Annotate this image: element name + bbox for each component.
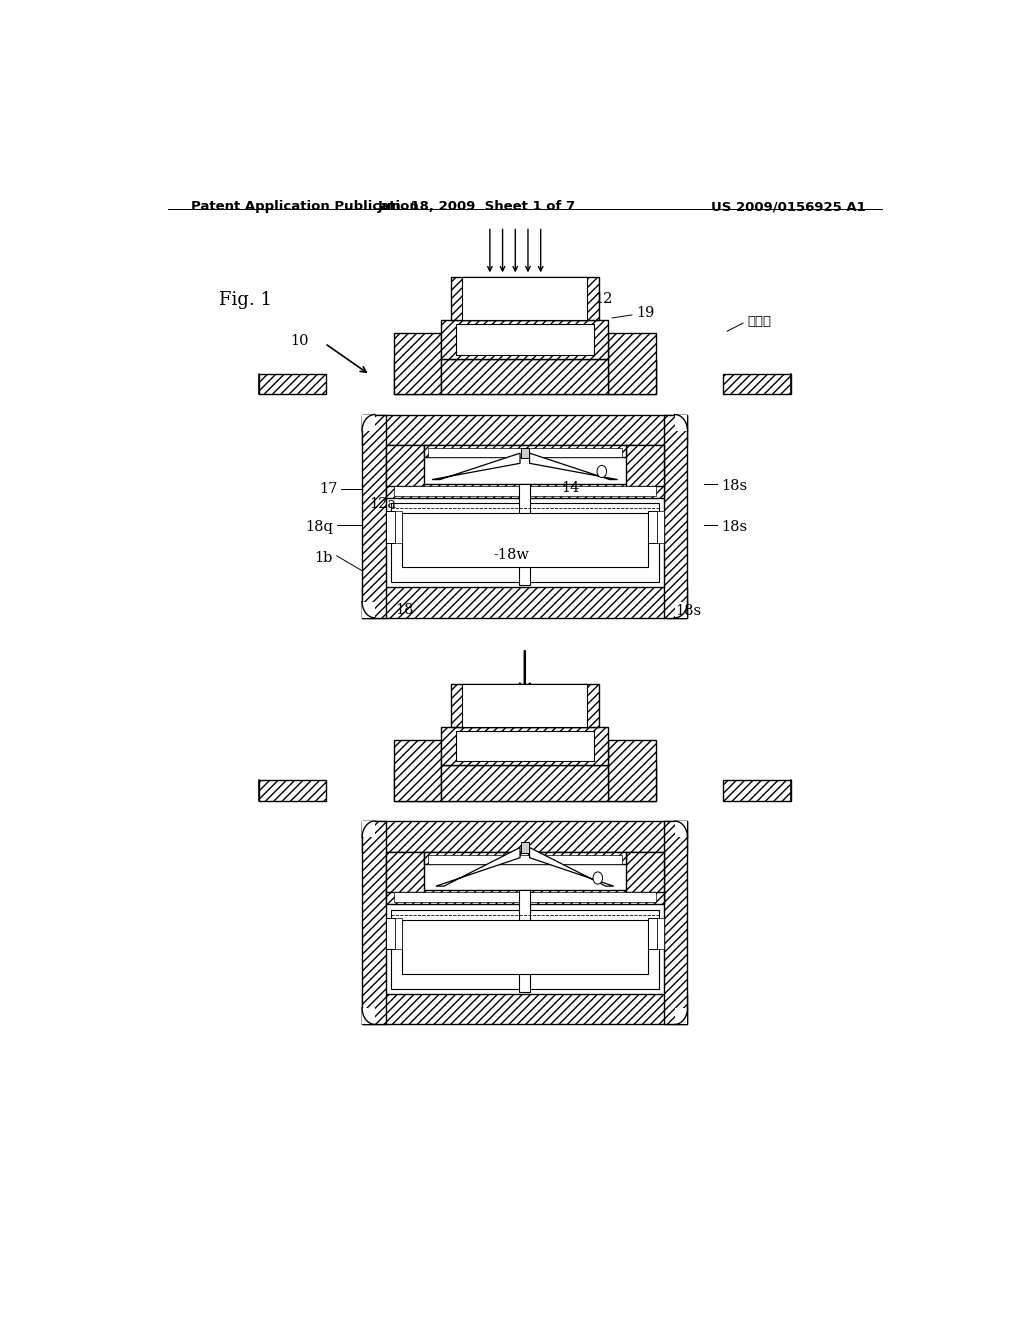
Bar <box>626 851 664 892</box>
Bar <box>675 602 687 618</box>
Text: 1b: 1b <box>314 550 333 565</box>
Text: 18s: 18s <box>722 479 748 492</box>
Bar <box>451 684 599 726</box>
Bar <box>723 374 791 395</box>
Bar <box>675 414 687 430</box>
Circle shape <box>593 873 602 884</box>
Bar <box>664 821 687 1024</box>
Bar <box>386 890 664 904</box>
Bar <box>648 917 657 949</box>
Text: 18s: 18s <box>676 603 701 618</box>
Bar <box>657 511 664 543</box>
Bar <box>521 447 528 458</box>
Bar <box>608 333 655 395</box>
Polygon shape <box>432 453 520 479</box>
Bar <box>441 726 608 766</box>
Bar <box>362 414 687 445</box>
Bar <box>401 513 648 568</box>
Bar <box>664 414 687 618</box>
Bar <box>362 414 386 618</box>
Bar <box>441 766 608 801</box>
Polygon shape <box>436 847 520 886</box>
Text: 헤드셋: 헤드셋 <box>748 314 771 327</box>
Bar <box>441 744 608 801</box>
Bar <box>626 445 664 486</box>
Text: -18w: -18w <box>494 548 529 562</box>
Bar <box>456 731 594 762</box>
Bar <box>608 739 655 801</box>
Bar <box>362 414 375 430</box>
Text: US 2009/0156925 A1: US 2009/0156925 A1 <box>712 201 866 213</box>
Bar <box>362 821 375 837</box>
Circle shape <box>597 466 606 478</box>
Bar <box>428 854 622 863</box>
Bar <box>519 890 530 991</box>
Bar <box>394 486 655 496</box>
Bar <box>362 994 687 1024</box>
Bar <box>441 351 608 359</box>
Bar <box>391 909 658 989</box>
Bar <box>386 917 395 949</box>
Bar <box>362 1008 375 1024</box>
Text: Fig. 1: Fig. 1 <box>219 290 272 309</box>
Bar <box>259 374 327 395</box>
Bar <box>428 447 622 457</box>
Text: 12: 12 <box>595 292 613 306</box>
Bar <box>386 445 664 587</box>
Text: 18: 18 <box>395 603 414 616</box>
Bar <box>395 511 401 543</box>
Bar <box>462 277 588 319</box>
Bar <box>462 684 588 726</box>
Bar <box>386 483 664 498</box>
Bar <box>362 821 386 1024</box>
Bar <box>401 920 648 974</box>
Bar <box>394 739 441 801</box>
Bar <box>441 758 608 766</box>
Bar <box>451 277 599 319</box>
Text: 18s: 18s <box>722 520 748 535</box>
Text: 17: 17 <box>319 482 338 496</box>
Bar <box>386 851 664 994</box>
Bar <box>521 842 528 853</box>
Bar <box>394 892 655 903</box>
Bar <box>362 821 687 851</box>
Text: Patent Application Publication: Patent Application Publication <box>191 201 419 213</box>
Polygon shape <box>529 453 617 479</box>
Bar <box>362 587 687 618</box>
Bar <box>675 821 687 837</box>
Text: 10: 10 <box>291 334 309 348</box>
Bar <box>519 483 530 585</box>
Bar <box>456 325 594 355</box>
Bar <box>424 851 626 863</box>
Bar <box>259 780 327 801</box>
Bar <box>394 766 655 801</box>
Bar <box>723 780 791 801</box>
Bar <box>386 511 395 543</box>
Text: 14: 14 <box>561 480 580 495</box>
Bar <box>675 1008 687 1024</box>
Bar <box>395 917 401 949</box>
Bar <box>657 917 664 949</box>
Bar <box>441 338 608 395</box>
Polygon shape <box>529 847 613 886</box>
Bar <box>394 333 441 395</box>
Bar <box>386 851 424 892</box>
Bar <box>424 445 626 457</box>
Bar <box>386 851 664 994</box>
Bar <box>441 359 608 395</box>
Text: 12a: 12a <box>369 496 396 511</box>
Bar <box>441 319 608 359</box>
Text: Jun. 18, 2009  Sheet 1 of 7: Jun. 18, 2009 Sheet 1 of 7 <box>378 201 577 213</box>
Bar <box>391 503 658 582</box>
Text: 18q: 18q <box>305 520 333 535</box>
Bar <box>386 445 424 486</box>
Text: 19: 19 <box>636 306 654 319</box>
Bar <box>394 359 655 395</box>
Bar <box>386 445 664 587</box>
Bar <box>648 511 657 543</box>
Bar <box>362 602 375 618</box>
